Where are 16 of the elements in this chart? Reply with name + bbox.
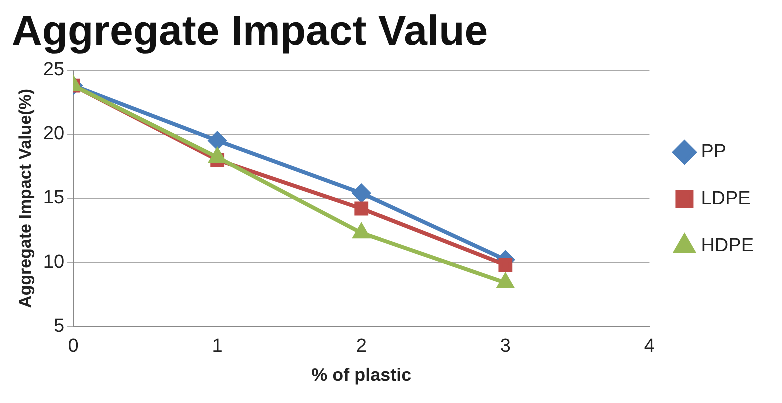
x-tick-label: 1 <box>212 336 223 358</box>
y-tick-label: 20 <box>43 124 65 145</box>
y-axis-title: Aggregate Impact Value(%) <box>16 88 35 308</box>
x-tick-label: 0 <box>68 336 79 358</box>
x-tick-label: 4 <box>644 336 656 358</box>
y-tick-label: 10 <box>43 252 65 273</box>
chart-title: Aggregate Impact Value <box>12 6 488 54</box>
legend-label: LDPE <box>701 188 751 210</box>
legend-label: HDPE <box>701 236 754 257</box>
legend-label: PP <box>701 142 727 163</box>
x-axis-title: % of plastic <box>312 365 412 386</box>
x-tick-label: 3 <box>500 336 511 358</box>
y-tick-label: 25 <box>43 60 65 81</box>
x-tick-label: 2 <box>356 336 367 358</box>
y-tick-label: 15 <box>43 188 65 209</box>
y-tick-label: 5 <box>54 316 65 337</box>
